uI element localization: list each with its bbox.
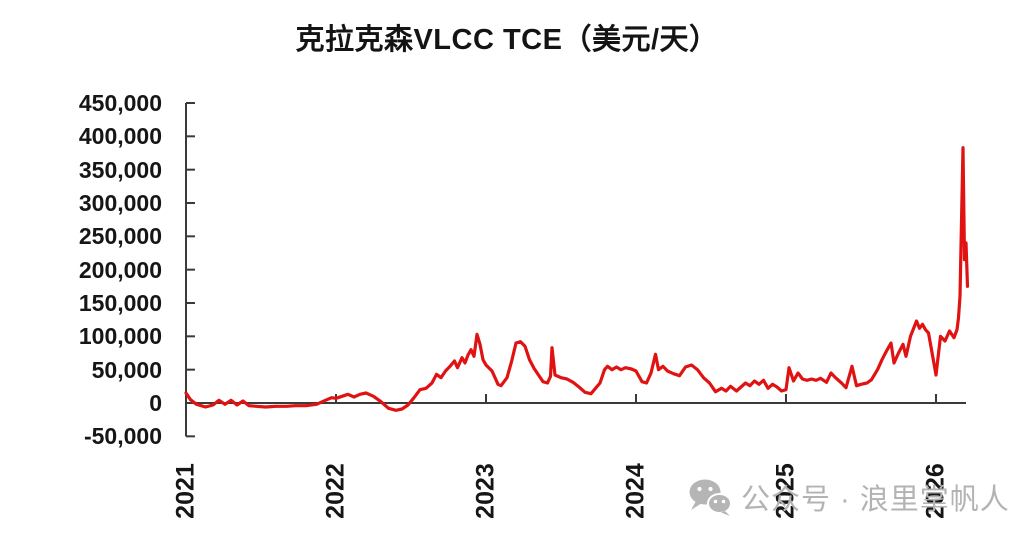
watermark: 公众号 · 浪里掌帆人 bbox=[688, 476, 1010, 518]
y-tick-label: 250,000 bbox=[78, 223, 162, 250]
y-tick-label: 100,000 bbox=[78, 323, 162, 350]
y-tick-label: 50,000 bbox=[91, 356, 162, 383]
x-tick-label: 2021 bbox=[171, 463, 200, 519]
y-tick-label: 400,000 bbox=[78, 123, 162, 150]
y-tick-label: 450,000 bbox=[78, 90, 162, 116]
y-tick-label: 200,000 bbox=[78, 256, 162, 283]
chart-title: 克拉克森VLCC TCE（美元/天） bbox=[295, 24, 719, 56]
y-tick-label: 150,000 bbox=[78, 290, 162, 316]
wechat-icon bbox=[688, 478, 732, 516]
y-tick-label: -50,000 bbox=[83, 423, 162, 450]
tce-series-line bbox=[184, 146, 970, 412]
x-tick-label: 2023 bbox=[471, 463, 500, 519]
y-tick-label: 0 bbox=[149, 390, 162, 416]
y-tick-label: 300,000 bbox=[78, 190, 162, 216]
x-tick-label: 2022 bbox=[321, 463, 350, 519]
y-tick-label: 350,000 bbox=[78, 156, 162, 183]
watermark-text: 公众号 · 浪里掌帆人 bbox=[741, 484, 1010, 516]
x-tick-label: 2024 bbox=[621, 463, 650, 519]
